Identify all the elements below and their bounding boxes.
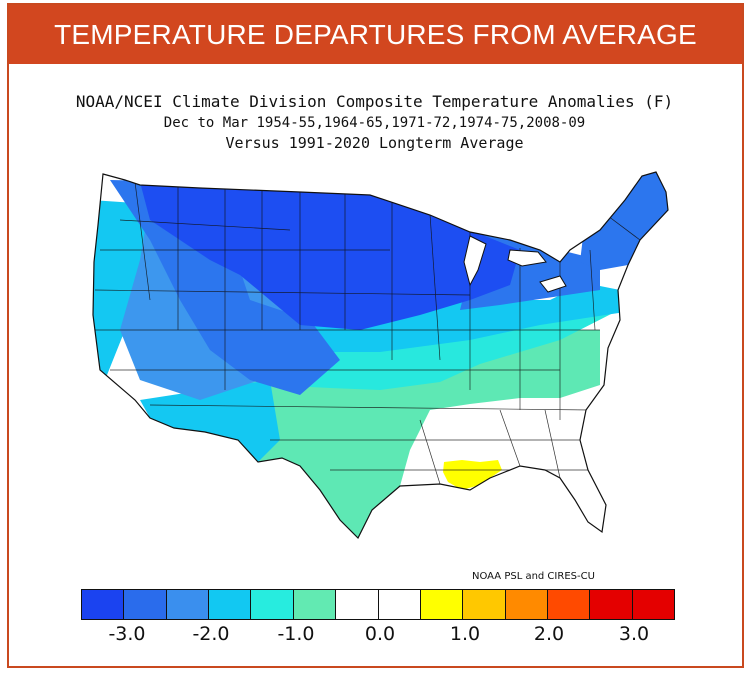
legend-tick-label: 2.0 [533,623,565,645]
region-upper-midwest-northern-plains [140,182,520,330]
map-credit: NOAA PSL and CIRES-CU [472,571,595,582]
state-borders [94,181,641,485]
legend-swatch [632,590,675,619]
region-northeast [580,172,668,270]
great-lakes [463,235,567,293]
map-title: NOAA/NCEI Climate Division Composite Tem… [75,92,674,111]
legend-swatch [82,590,125,619]
legend-swatch [590,590,633,619]
banner-title: TEMPERATURE DEPARTURES FROM AVERAGE [54,19,697,50]
map-subtitle-period: Dec to Mar 1954-55,1964-65,1971-72,1974-… [163,115,586,131]
legend-swatch [378,590,421,619]
legend-tick-label: 1.0 [449,623,481,645]
legend-swatch [124,590,167,619]
legend-swatch [336,590,379,619]
legend-tick-label: -1.0 [277,623,315,645]
region-pacific-coast-central-plains [93,200,625,462]
legend-swatch [166,590,210,619]
legend-swatch [209,590,252,619]
title-banner: TEMPERATURE DEPARTURES FROM AVERAGE [9,5,742,64]
region-southern-louisiana [443,460,502,490]
legend-tick-label: -3.0 [108,623,146,645]
legend-swatch [293,590,337,619]
legend-swatch [505,590,548,619]
region-northern-rockies-mid-atlantic-north [110,180,600,395]
legend-swatch [463,590,506,619]
legend-swatch [547,590,591,619]
legend-tick-label: -2.0 [192,623,230,645]
legend-tick-label: 3.0 [618,623,650,645]
legend-swatch [251,590,294,619]
color-legend [81,589,675,620]
legend-swatch [420,590,464,619]
legend-tick-label: 0.0 [364,623,396,645]
us-outline [92,171,669,540]
map-subtitle-baseline: Versus 1991-2020 Longterm Average [225,134,524,152]
